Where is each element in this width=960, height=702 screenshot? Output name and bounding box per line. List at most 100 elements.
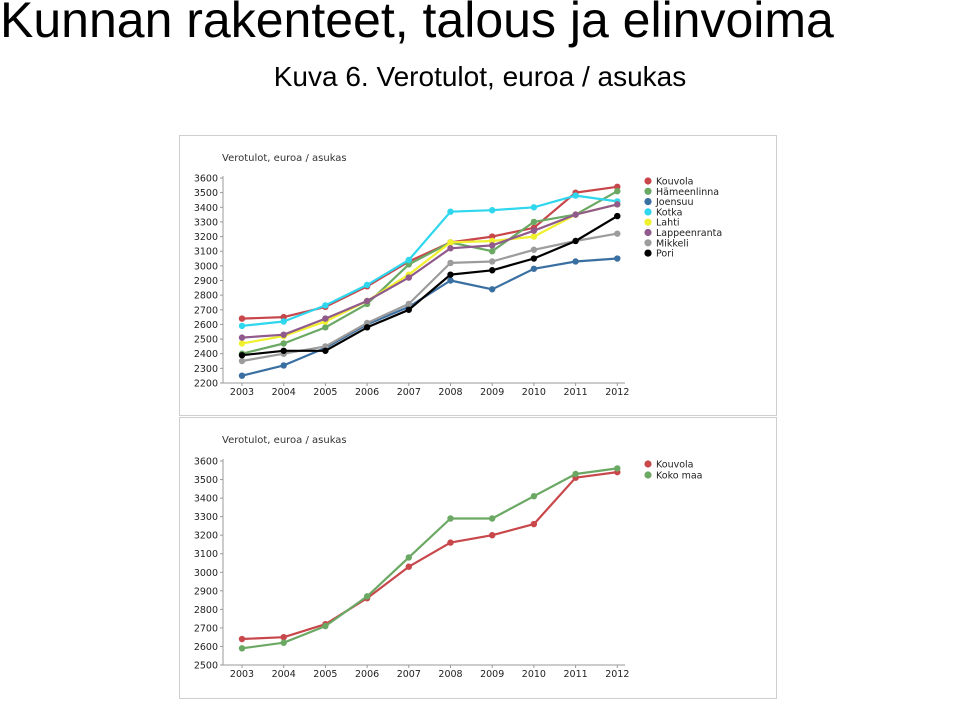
c0-data-point-kotka-2011 [572, 192, 579, 199]
c0-data-point-hameenlinna-2007 [405, 261, 412, 268]
c0-data-point-mikkeli-2005 [322, 343, 329, 350]
c0-data-point-lappeenranta-2007 [405, 274, 412, 281]
slide-title: Kunnan rakenteet, talous ja elinvoima [0, 0, 834, 48]
c0-chart-title: Verotulot, euroa / asukas [222, 153, 347, 164]
c0-data-point-kotka-2004 [280, 318, 287, 325]
c1-x-tick-label-2011: 2011 [564, 669, 588, 680]
c0-legend-label-hameenlinna: Hämeenlinna [656, 187, 719, 198]
c0-x-tick-label-2012: 2012 [605, 387, 629, 398]
c1-x-tick-label-2010: 2010 [522, 669, 546, 680]
c0-data-point-kotka-2005 [322, 302, 329, 309]
c1-data-point-kouvola-2010 [530, 520, 538, 528]
c0-data-point-pori-2004 [280, 347, 287, 354]
c1-data-point-kouvola-2003 [238, 635, 246, 643]
c0-y-tick-label-2300: 2300 [194, 364, 218, 375]
c0-legend-label-lahti: Lahti [656, 218, 680, 229]
c0-series-line-lappeenranta [241, 203, 618, 339]
c1-data-point-kouvola-2007 [405, 563, 412, 570]
c0-data-point-joensuu-2003 [238, 372, 246, 379]
c1-data-point-koko-maa-2004 [280, 639, 287, 646]
c0-data-point-pori-2010 [530, 255, 538, 262]
c0-data-point-kouvola-2004 [280, 313, 287, 321]
c0-y-tick-label-2500: 2500 [194, 335, 218, 346]
c1-y-tick-label-2700: 2700 [194, 623, 218, 634]
c0-series-line-joensuu [241, 257, 618, 377]
c1-data-point-koko-maa-2011 [572, 470, 579, 478]
c0-data-point-mikkeli-2008 [447, 259, 454, 267]
chart-panel-kouvola-vs-country: Verotulot, euroa / asukas 2500 2600 2700 280… [179, 417, 777, 699]
c0-data-point-kotka-2010 [530, 204, 538, 211]
c1-data-point-kouvola-2004 [280, 633, 287, 641]
c0-data-point-mikkeli-2012 [614, 230, 621, 237]
c0-y-tick-label-2600: 2600 [194, 320, 218, 331]
c0-legend-label-pori: Pori [656, 249, 674, 260]
c0-x-tick-label-2011: 2011 [564, 387, 588, 398]
c1-data-point-koko-maa-2010 [530, 493, 538, 500]
c0-data-point-pori-2011 [572, 237, 579, 245]
c0-data-point-kouvola-2003 [238, 315, 246, 322]
c0-x-tick-label-2007: 2007 [397, 387, 421, 398]
c1-data-point-kouvola-2008 [447, 539, 454, 546]
line-chart-cities: Verotulot, euroa / asukas 2200 2300 2400 250… [194, 153, 722, 398]
c0-data-point-pori-2007 [405, 306, 412, 313]
c0-data-point-mikkeli-2003 [238, 357, 246, 365]
c0-legend-marker-kouvola [644, 177, 652, 185]
c0-legend-marker-hameenlinna [644, 187, 652, 195]
c1-data-point-koko-maa-2012 [614, 465, 621, 472]
c0-data-point-pori-2009 [489, 267, 496, 274]
c1-x-tick-label-2006: 2006 [355, 669, 379, 680]
c0-data-point-pori-2012 [614, 212, 621, 220]
c0-data-point-joensuu-2009 [489, 286, 496, 293]
c0-data-point-joensuu-2008 [447, 277, 454, 284]
c0-y-tick-label-3300: 3300 [194, 217, 218, 228]
c0-data-point-pori-2008 [447, 271, 454, 278]
c0-data-point-lappeenranta-2010 [530, 227, 538, 234]
c1-data-point-koko-maa-2007 [405, 554, 412, 561]
c0-y-tick-label-2700: 2700 [194, 305, 218, 316]
c0-data-point-lahti-2009 [489, 237, 496, 245]
c0-data-point-lappeenranta-2006 [363, 297, 371, 305]
c1-series-line-kouvola [241, 471, 618, 641]
c0-legend-label-joensuu: Joensuu [655, 197, 693, 208]
c0-y-tick-label-2400: 2400 [194, 349, 218, 360]
c0-data-point-mikkeli-2006 [363, 319, 371, 327]
c0-data-point-lappeenranta-2008 [447, 245, 454, 252]
c0-legend-label-kotka: Kotka [656, 207, 682, 218]
c1-y-tick-label-3400: 3400 [194, 494, 218, 505]
c0-legend-marker-kotka [644, 208, 652, 216]
c1-legend-marker-kouvola [644, 460, 652, 468]
slide-subtitle: Kuva 6. Verotulot, euroa / asukas [273, 61, 687, 92]
c1-series-line-koko-maa [241, 467, 618, 650]
c0-data-point-joensuu-2004 [280, 362, 287, 369]
c0-series-line-kouvola [241, 185, 618, 320]
c0-data-point-mikkeli-2009 [489, 258, 496, 265]
c0-data-point-pori-2003 [238, 351, 246, 359]
c0-series-line-hameenlinna [241, 190, 618, 355]
c0-x-tick-label-2009: 2009 [480, 387, 504, 398]
c0-data-point-lappeenranta-2003 [238, 334, 246, 341]
c0-data-point-mikkeli-2010 [530, 246, 538, 253]
c0-data-point-lappeenranta-2011 [572, 211, 579, 218]
c0-series-line-pori [241, 215, 618, 357]
c0-y-tick-label-3500: 3500 [194, 188, 218, 199]
c0-series-line-lahti [241, 203, 618, 345]
c0-legend-marker-joensuu [644, 198, 652, 206]
c0-x-tick-label-2005: 2005 [313, 387, 337, 398]
c1-x-tick-label-2005: 2005 [313, 669, 337, 680]
c0-x-tick-label-2004: 2004 [272, 387, 296, 398]
c0-y-tick-label-3100: 3100 [194, 247, 218, 258]
c1-x-tick-label-2008: 2008 [438, 669, 462, 680]
c1-y-tick-label-3600: 3600 [194, 457, 218, 468]
c0-y-tick-label-3200: 3200 [194, 232, 218, 243]
c0-legend-marker-lappeenranta [644, 228, 652, 237]
c0-data-point-lappeenranta-2005 [322, 315, 329, 322]
c1-data-point-kouvola-2009 [489, 531, 496, 539]
c0-data-point-kotka-2007 [405, 256, 412, 264]
c0-legend-marker-pori [644, 249, 652, 257]
c1-legend-label-kouvola: Kouvola [656, 460, 694, 471]
c0-data-point-kotka-2003 [238, 322, 246, 330]
c0-data-point-pori-2006 [363, 324, 371, 331]
c0-data-point-kouvola-2009 [489, 233, 496, 240]
c1-data-point-koko-maa-2005 [322, 622, 329, 630]
c0-data-point-lahti-2010 [530, 233, 538, 240]
